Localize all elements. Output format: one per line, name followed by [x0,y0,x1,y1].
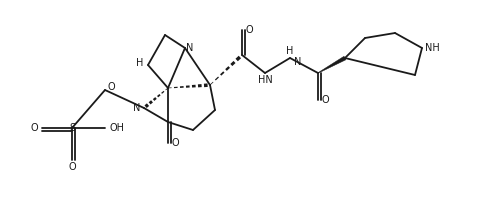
Text: OH: OH [110,123,124,133]
Text: O: O [68,162,76,172]
Text: O: O [245,25,253,35]
Text: H: H [286,46,294,56]
Text: N: N [294,57,302,67]
Polygon shape [318,56,346,73]
Text: H: H [136,58,143,68]
Text: O: O [107,82,115,92]
Text: N: N [134,103,140,113]
Text: NH: NH [424,43,440,53]
Text: O: O [171,138,179,148]
Text: S: S [69,123,75,133]
Text: O: O [321,95,329,105]
Text: HN: HN [258,75,272,85]
Text: O: O [30,123,38,133]
Text: N: N [186,43,194,53]
